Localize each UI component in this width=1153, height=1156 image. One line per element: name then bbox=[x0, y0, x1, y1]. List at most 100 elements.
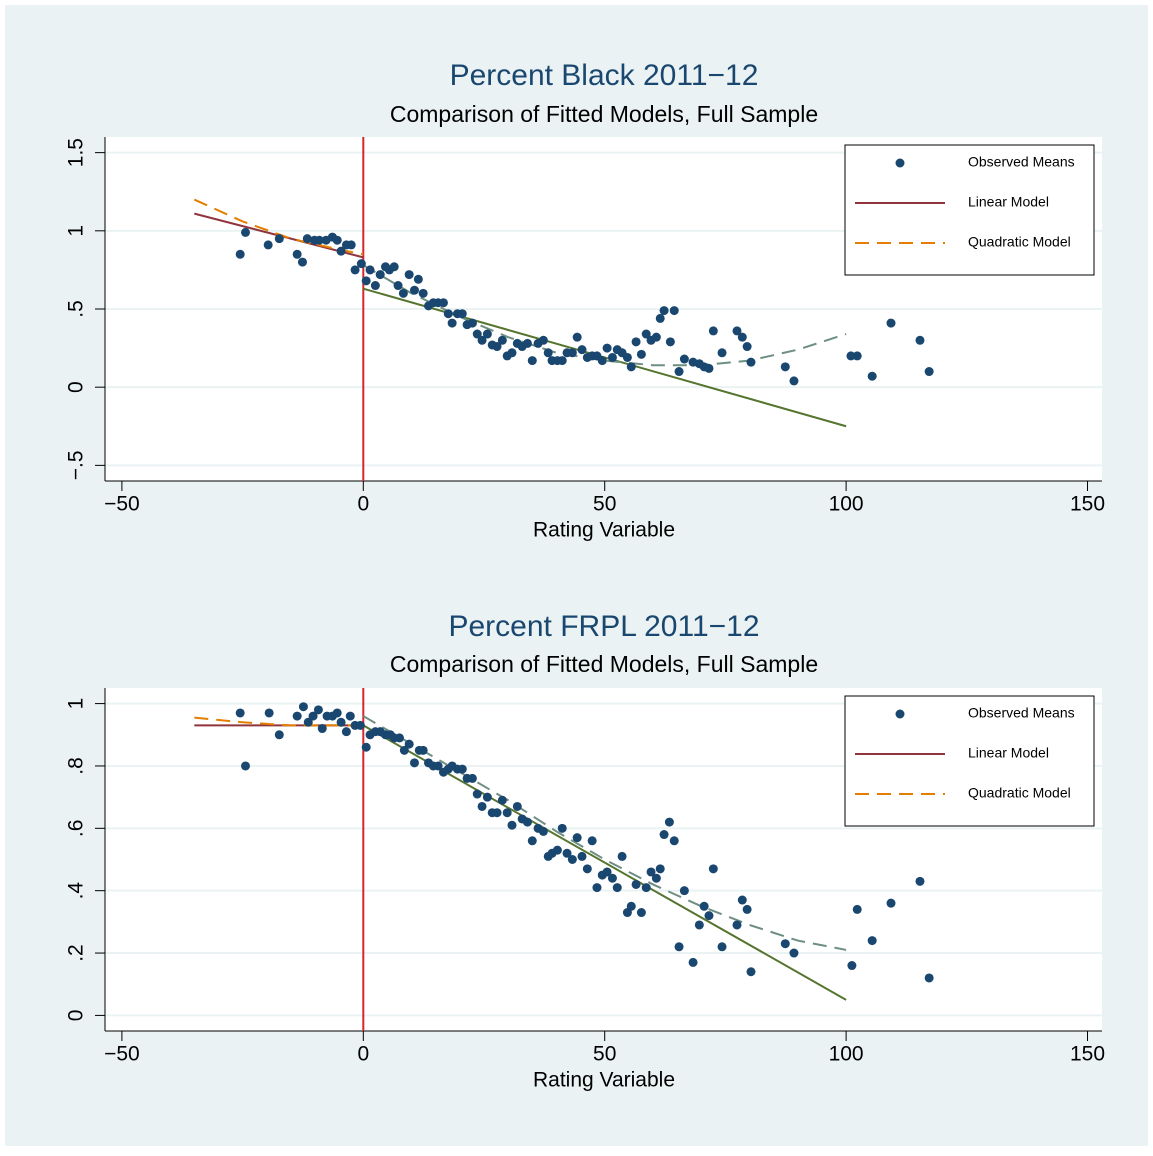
data-point bbox=[664, 817, 674, 827]
data-point bbox=[669, 306, 679, 316]
data-point bbox=[477, 335, 487, 345]
data-point bbox=[631, 879, 641, 889]
data-point bbox=[398, 288, 408, 298]
legend-label: Observed Means bbox=[968, 154, 1075, 170]
data-point bbox=[557, 823, 567, 833]
y-tick-label: −.5 bbox=[65, 450, 88, 480]
data-point bbox=[732, 326, 742, 336]
data-point bbox=[626, 362, 636, 372]
legend-label: Observed Means bbox=[968, 705, 1075, 721]
data-point bbox=[527, 356, 537, 366]
data-point bbox=[694, 920, 704, 930]
data-point bbox=[867, 371, 877, 381]
x-axis-label: Rating Variable bbox=[533, 1069, 675, 1092]
data-point bbox=[655, 313, 665, 323]
data-point bbox=[336, 246, 346, 256]
legend-label: Linear Model bbox=[968, 745, 1049, 761]
data-point bbox=[274, 234, 284, 244]
data-point bbox=[497, 795, 507, 805]
x-tick-label: 50 bbox=[593, 493, 616, 516]
data-point bbox=[375, 270, 385, 280]
data-point bbox=[263, 240, 273, 250]
data-point bbox=[737, 332, 747, 342]
data-point bbox=[846, 351, 856, 361]
data-point bbox=[314, 235, 324, 245]
legend-label: Linear Model bbox=[968, 194, 1049, 210]
data-point bbox=[704, 363, 714, 373]
data-point bbox=[592, 883, 602, 893]
data-point bbox=[708, 864, 718, 874]
data-point bbox=[597, 356, 607, 366]
data-point bbox=[737, 895, 747, 905]
data-point bbox=[622, 352, 632, 362]
legend: Observed Means Linear Model Quadratic Mode… bbox=[844, 695, 1095, 827]
data-point bbox=[659, 830, 669, 840]
data-point bbox=[607, 873, 617, 883]
data-point bbox=[507, 820, 517, 830]
fit-line bbox=[193, 198, 364, 256]
data-point bbox=[502, 808, 512, 818]
x-tick-label: 150 bbox=[1070, 1043, 1105, 1066]
y-tick-label: .5 bbox=[65, 300, 88, 318]
y-tick-label: .2 bbox=[65, 944, 88, 962]
y-tick-label: 0 bbox=[65, 1010, 88, 1022]
panel: Percent FRPL 2011−12 Comparison of Fitted… bbox=[65, 610, 1105, 1092]
data-point bbox=[924, 367, 934, 377]
data-point bbox=[746, 967, 756, 977]
data-point bbox=[867, 936, 877, 946]
data-point bbox=[341, 727, 351, 737]
data-point bbox=[886, 318, 896, 328]
panel: Percent Black 2011−12 Comparison of Fitte… bbox=[65, 59, 1105, 542]
data-point bbox=[497, 335, 507, 345]
data-point bbox=[789, 948, 799, 958]
chart-subtitle: Comparison of Fitted Models, Full Sample bbox=[390, 651, 818, 677]
data-point bbox=[699, 901, 709, 911]
data-point bbox=[674, 942, 684, 952]
legend-symbol bbox=[895, 709, 905, 719]
data-point bbox=[732, 920, 742, 930]
data-point bbox=[303, 717, 313, 727]
data-point bbox=[626, 901, 636, 911]
data-point bbox=[612, 883, 622, 893]
data-point bbox=[507, 348, 517, 358]
data-point bbox=[780, 939, 790, 949]
data-point bbox=[847, 961, 857, 971]
data-point bbox=[602, 343, 612, 353]
y-tick-label: .8 bbox=[65, 757, 88, 775]
data-point bbox=[522, 338, 532, 348]
data-point bbox=[567, 855, 577, 864]
data-point bbox=[332, 235, 342, 245]
data-point bbox=[651, 332, 661, 342]
data-point bbox=[361, 742, 371, 752]
data-point bbox=[482, 329, 492, 339]
data-point bbox=[297, 257, 307, 267]
x-tick-label: 100 bbox=[829, 493, 864, 516]
y-tick-label: 1 bbox=[65, 225, 88, 237]
data-point bbox=[409, 758, 419, 768]
data-point bbox=[852, 904, 862, 914]
data-point bbox=[641, 883, 651, 893]
data-point bbox=[365, 265, 375, 275]
chart-title: Percent Black 2011−12 bbox=[450, 59, 759, 92]
data-point bbox=[404, 270, 414, 280]
data-point bbox=[746, 357, 756, 367]
data-point bbox=[512, 801, 522, 811]
legend-symbol bbox=[895, 158, 905, 168]
legend-box bbox=[844, 695, 1095, 827]
data-point bbox=[679, 354, 689, 364]
data-point bbox=[492, 808, 502, 818]
data-point bbox=[717, 942, 727, 952]
chart-subtitle: Comparison of Fitted Models, Full Sample bbox=[390, 101, 818, 127]
data-point bbox=[631, 337, 641, 347]
x-tick-label: −50 bbox=[104, 493, 140, 516]
y-tick-label: 1 bbox=[65, 698, 88, 710]
data-point bbox=[447, 318, 457, 328]
data-point bbox=[789, 376, 799, 386]
data-point bbox=[467, 318, 477, 328]
x-tick-label: 0 bbox=[357, 493, 369, 516]
data-point bbox=[886, 898, 896, 908]
data-point bbox=[572, 833, 582, 843]
legend: Observed Means Linear Model Quadratic Mode… bbox=[844, 144, 1095, 276]
data-point bbox=[370, 281, 380, 291]
